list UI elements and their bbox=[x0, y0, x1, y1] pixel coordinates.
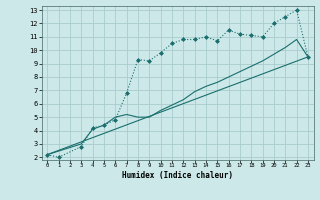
X-axis label: Humidex (Indice chaleur): Humidex (Indice chaleur) bbox=[122, 171, 233, 180]
